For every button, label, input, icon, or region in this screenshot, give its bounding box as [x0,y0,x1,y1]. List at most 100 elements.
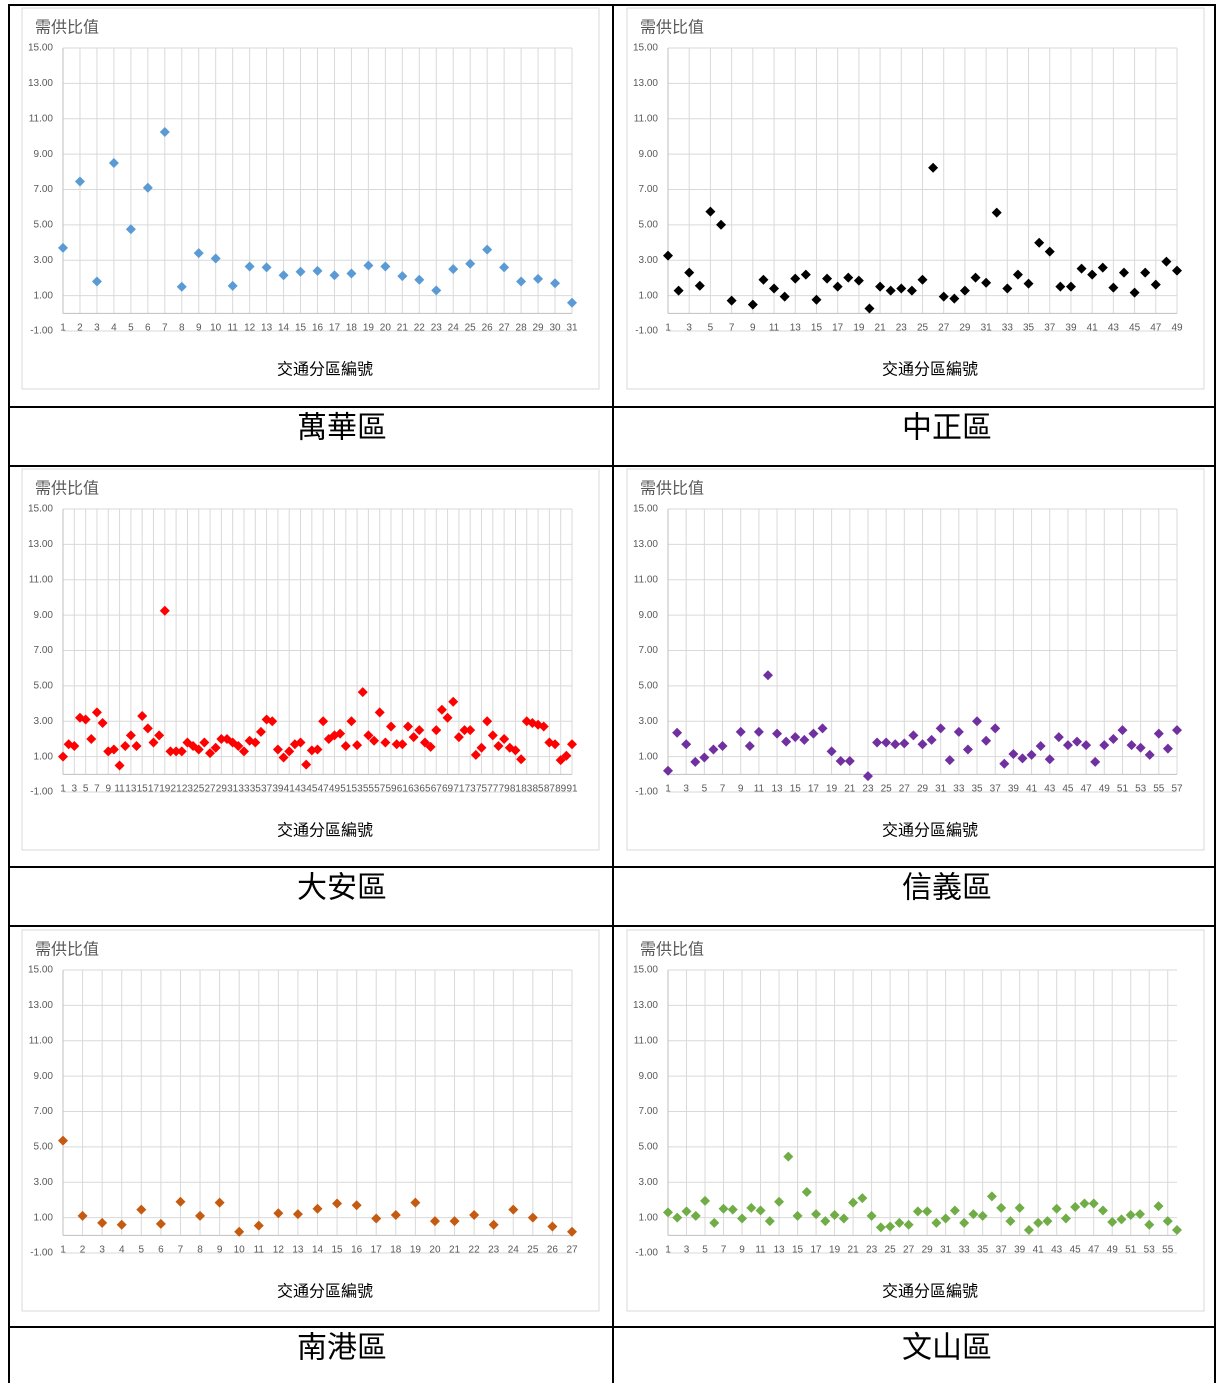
x-tick-label: 15 [811,323,823,334]
x-tick-label: 27 [903,1245,915,1256]
marker [397,271,408,282]
x-tick-label: 3 [99,1245,105,1256]
y-tick-label: 3.00 [639,255,659,266]
marker [465,258,476,269]
district-caption: 南港區 [297,1331,387,1366]
marker [1017,753,1028,764]
y-tick-label: 13.00 [28,78,53,89]
x-tick-label: 16 [351,1245,363,1256]
marker [234,1226,245,1237]
x-tick-label: 85 [533,784,545,795]
x-tick-label: 17 [148,784,160,795]
x-tick-label: 1 [665,323,671,334]
marker [267,716,278,727]
x-tick-label: 30 [549,323,561,334]
marker [908,730,919,741]
marker [346,716,357,727]
marker [940,1213,951,1224]
x-tick-label: 1 [60,784,66,795]
y-tick-label: 11.00 [29,113,54,124]
marker [69,741,80,752]
x-tick-label: 73 [465,784,477,795]
y-tick-label: -1.00 [635,1248,658,1259]
marker [673,285,684,296]
x-tick-label: 8 [197,1245,203,1256]
marker [1079,1198,1090,1209]
y-tick-label: 1.00 [34,751,54,762]
x-tick-label: 21 [848,1245,860,1256]
x-tick-label: 7 [94,784,100,795]
marker [527,1212,538,1223]
marker [510,745,521,756]
marker [949,1205,960,1216]
marker [708,744,719,755]
marker [488,1219,499,1230]
marker [700,1195,711,1206]
marker [1162,743,1173,754]
x-tick-label: 55 [1153,784,1165,795]
marker [538,721,549,732]
y-tick-label: 9.00 [639,149,659,160]
marker [811,294,822,305]
x-tick-label: 7 [720,784,726,795]
x-tick-label: 16 [312,323,324,334]
x-tick-label: 75 [476,784,488,795]
marker [690,756,701,767]
table-lines [8,4,1216,1383]
marker [97,718,108,729]
x-tick-label: 81 [510,784,522,795]
marker [781,736,792,747]
marker [159,605,170,616]
marker [1023,278,1034,289]
marker [567,1226,577,1237]
x-tick-label: 14 [312,1245,324,1256]
x-tick-label: 65 [419,784,431,795]
marker [1108,282,1119,293]
marker [826,746,837,757]
y-tick-label: 1.00 [639,290,659,301]
marker [1065,281,1076,292]
marker [996,1202,1007,1213]
y-tick-label: 5.00 [34,681,54,692]
marker [1055,281,1066,292]
marker [959,1217,970,1228]
marker [718,1203,729,1214]
marker [769,283,780,294]
marker [351,1200,362,1211]
marker [312,265,323,276]
marker [199,737,210,748]
x-tick-label: 49 [329,784,341,795]
y-tick-label: 1.00 [34,1212,54,1223]
y-tick-label: 1.00 [34,290,54,301]
marker [329,270,340,281]
y-tick-label: 13.00 [633,539,658,550]
marker [429,1216,440,1227]
marker [419,737,430,748]
x-tick-label: 12 [273,1245,285,1256]
x-axis-label: 交通分區編號 [277,1282,373,1301]
x-tick-label: 31 [566,323,578,334]
district-caption: 中正區 [902,411,992,446]
marker [332,1198,343,1209]
marker [154,730,165,741]
x-tick-label: 9 [738,784,744,795]
marker [896,283,907,294]
x-tick-label: 35 [977,1245,989,1256]
x-tick-label: 24 [508,1245,520,1256]
x-tick-label: 9 [105,784,111,795]
x-tick-label: 18 [346,323,358,334]
x-tick-label: 23 [182,784,194,795]
x-tick-label: 7 [729,323,735,334]
x-tick-label: 17 [371,1245,383,1256]
marker [1144,749,1155,760]
marker [755,1205,766,1216]
x-tick-label: 37 [996,1245,1008,1256]
marker [790,732,801,743]
marker [808,728,819,739]
x-tick-label: 35 [971,784,983,795]
x-tick-label: 79 [499,784,511,795]
y-tick-label: 15.00 [28,43,53,54]
marker [255,726,266,737]
marker [762,670,773,681]
marker [193,248,204,259]
